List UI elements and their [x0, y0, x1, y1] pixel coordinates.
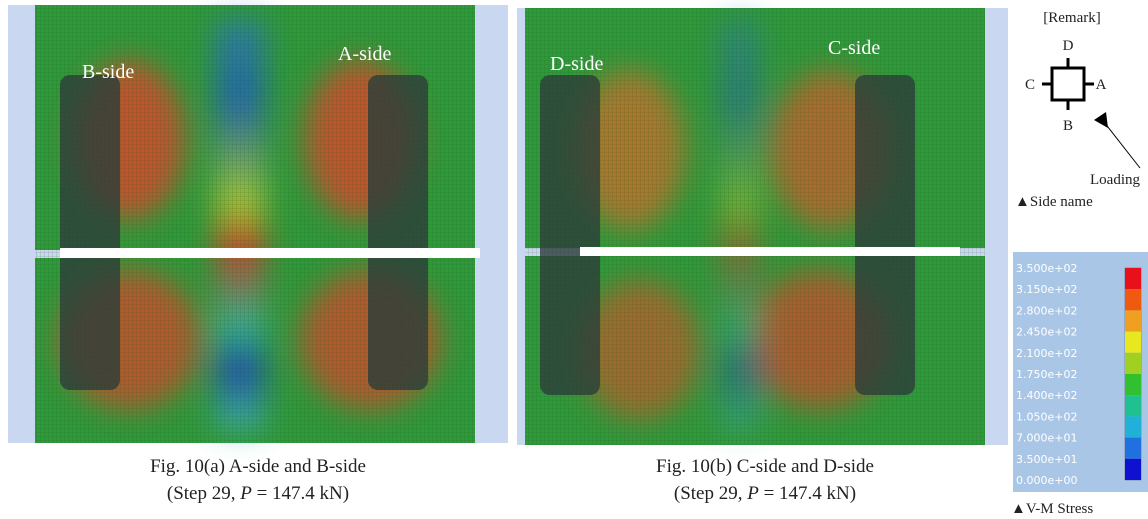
legend-swatch [1125, 268, 1141, 290]
loading-label: Loading [1090, 172, 1140, 188]
side-label: A-side [338, 43, 391, 65]
side-label: D-side [550, 53, 603, 75]
side-letter: C [1025, 77, 1035, 93]
caption: Fig. 10(b) C-side and D-side [656, 456, 874, 477]
legend-caption: ▲V-M Stress [1011, 501, 1093, 517]
legend-label: 2.450e+02 [1016, 326, 1077, 339]
caption: Fig. 10(a) A-side and B-side [150, 456, 366, 477]
side-label: C-side [828, 37, 880, 59]
legend-swatch [1125, 352, 1141, 374]
fem-image-b: D-side C-side [517, 8, 1008, 445]
legend-swatch [1125, 289, 1141, 311]
side-name-label: ▲Side name [1015, 194, 1093, 210]
legend-label: 2.800e+02 [1016, 304, 1077, 317]
legend-swatch [1125, 310, 1141, 332]
side-letter: A [1096, 77, 1107, 93]
legend-label: 0.000e+00 [1016, 474, 1077, 487]
legend-label: 1.750e+02 [1016, 368, 1077, 381]
legend-swatch [1125, 458, 1141, 480]
legend-swatch [1125, 416, 1141, 438]
side-letter: B [1063, 118, 1073, 134]
fem-image-a: B-side A-side [8, 5, 508, 443]
legend-label: 7.000e+01 [1016, 432, 1077, 445]
legend-label: 3.500e+02 [1016, 262, 1077, 275]
legend-swatch [1125, 437, 1141, 459]
caption: (Step 29, P = 147.4 kN) [674, 483, 856, 504]
legend-swatch [1125, 331, 1141, 353]
caption: (Step 29, P = 147.4 kN) [167, 483, 349, 504]
remark: [Remark] D C A B Loading ▲Side name [1015, 10, 1140, 210]
legend-label: 1.400e+02 [1016, 389, 1077, 402]
legend-label: 3.500e+01 [1016, 453, 1077, 466]
legend-label: 3.150e+02 [1016, 283, 1077, 296]
side-label: B-side [82, 61, 134, 83]
remark-title: [Remark] [1043, 10, 1100, 26]
legend-swatch [1125, 395, 1141, 417]
legend-label: 1.050e+02 [1016, 410, 1077, 423]
side-letter: D [1063, 38, 1074, 54]
legend-label: 2.100e+02 [1016, 347, 1077, 360]
legend: ▲V-M Stress 3.500e+02 3.150e+02 2.800e+02 2… [1011, 252, 1148, 517]
legend-swatch [1125, 374, 1141, 396]
